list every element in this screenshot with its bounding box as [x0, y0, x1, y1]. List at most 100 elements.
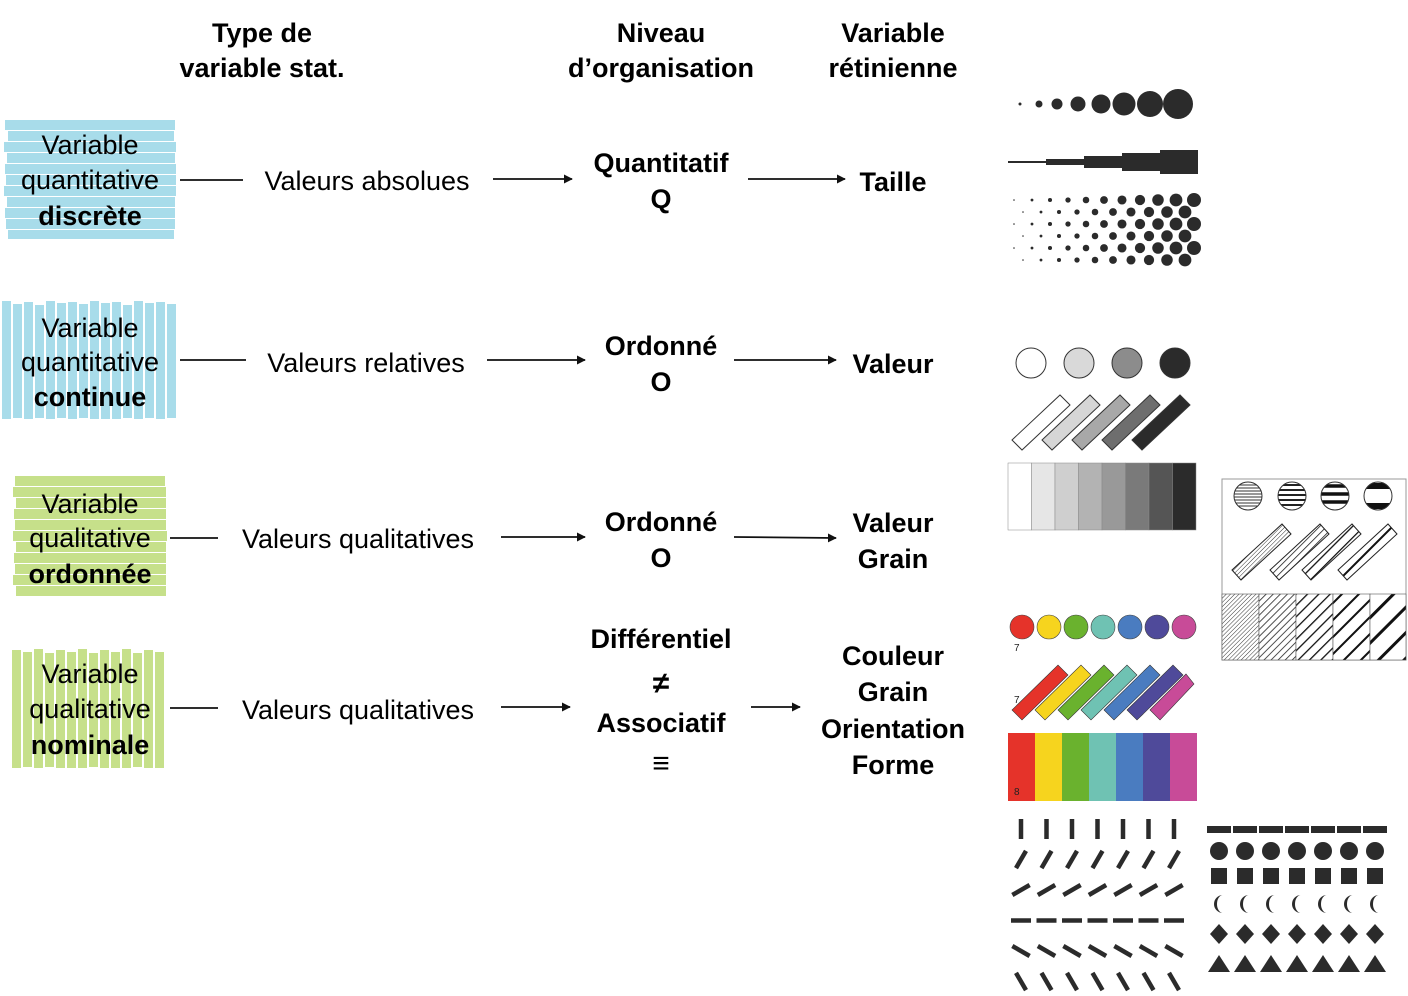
size-grid-dot: [1047, 197, 1053, 203]
row-ordonnee: Variable qualitative ordonnée Valeurs qu…: [28, 489, 934, 589]
size-grid-dot: [1065, 221, 1071, 227]
size-grid-dot: [1161, 206, 1173, 218]
size-grid-dot: [1013, 223, 1015, 225]
size-grid-dot: [1117, 243, 1127, 253]
size-lines-icon: [1008, 150, 1198, 174]
size-grid-dot: [1143, 230, 1155, 242]
highlight-discrete: [4, 120, 176, 239]
shape-crescent: [1266, 895, 1275, 913]
type-line2: quantitative: [21, 347, 159, 377]
size-grid-dot: [1013, 247, 1015, 249]
header-retinienne-line2: rétinienne: [828, 53, 957, 83]
shape-square: [1315, 868, 1331, 884]
shape-circle: [1366, 842, 1384, 860]
color-bars-icon: 7: [1011, 664, 1195, 721]
size-grid-dot: [1039, 210, 1043, 214]
size-grid-dot: [1169, 217, 1183, 231]
header-niveau-line2: d’organisation: [568, 53, 754, 83]
size-grid-dot: [1100, 244, 1108, 252]
orientation-mark: [1167, 849, 1181, 870]
orientation-mark: [1116, 849, 1130, 870]
shape-bar: [1311, 826, 1335, 833]
size-grid-dot: [1126, 255, 1136, 265]
color-bars-count: 7: [1014, 695, 1020, 706]
grain-bars-icon: [1231, 523, 1398, 581]
size-grid-dot: [1152, 218, 1164, 230]
size-grid-dot: [1030, 198, 1034, 202]
shape-crescent: [1292, 895, 1301, 913]
header-type: Type de variable stat.: [179, 18, 344, 83]
size-grid-dot: [1022, 259, 1024, 261]
retinienne-label: Taille: [859, 167, 926, 197]
niveau-line2: O: [650, 367, 671, 397]
orientation-icon: [1011, 819, 1184, 992]
shape-crescent: [1344, 895, 1353, 913]
niveau-line1: Quantitatif: [594, 148, 730, 178]
valeurs-label: Valeurs absolues: [264, 166, 469, 196]
size-grid-dot: [1056, 233, 1062, 239]
niveau-line3: Associatif: [596, 708, 726, 738]
row-continue: Variable quantitative continue Valeurs r…: [21, 313, 934, 412]
valeurs-label: Valeurs qualitatives: [242, 524, 474, 554]
grain-panel: [1221, 478, 1407, 661]
size-grid-dot: [1143, 254, 1155, 266]
shape-circle: [1210, 842, 1228, 860]
size-grid-dot: [1161, 254, 1173, 266]
header-type-line2: variable stat.: [179, 53, 344, 83]
size-grid-dot: [1152, 242, 1164, 254]
header-niveau: Niveau d’organisation: [568, 18, 754, 83]
grain-scale-icon: [1221, 593, 1407, 661]
type-line1: Variable: [41, 659, 138, 689]
highlight-continue: [2, 301, 176, 419]
retinienne-line2: Grain: [858, 677, 929, 707]
shape-icon: [1207, 826, 1387, 972]
size-grid-dot: [1074, 209, 1080, 215]
orientation-mark: [1065, 971, 1079, 992]
shape-diamond: [1314, 924, 1332, 944]
size-grid-dot: [1126, 207, 1136, 217]
size-grid-dot: [1082, 244, 1090, 252]
shape-bar: [1363, 826, 1387, 833]
orientation-mark: [1087, 883, 1108, 897]
size-grid-dot: [1082, 196, 1090, 204]
size-grid-dot: [1109, 232, 1117, 240]
color-circles-count: 7: [1014, 643, 1020, 654]
size-grid-dot: [1117, 219, 1127, 229]
orientation-mark: [1138, 944, 1159, 958]
shape-diamond: [1366, 924, 1384, 944]
color-scale-icon: 8: [1008, 733, 1197, 801]
niveau-line1: Ordonné: [605, 331, 718, 361]
shape-diamond: [1262, 924, 1280, 944]
size-grid-dot: [1091, 208, 1099, 216]
orientation-mark: [1065, 849, 1079, 870]
size-grid-dot: [1091, 256, 1099, 264]
size-grid-dot: [1109, 256, 1117, 264]
orientation-mark: [1087, 944, 1108, 958]
size-grid-dot: [1091, 232, 1099, 240]
shape-triangle: [1234, 955, 1256, 972]
header-retinienne-line1: Variable: [841, 18, 945, 48]
shape-triangle: [1260, 955, 1282, 972]
size-grid-dot: [1126, 231, 1136, 241]
valeurs-label: Valeurs qualitatives: [242, 695, 474, 725]
arrow: [733, 533, 837, 543]
size-grid-dot: [1047, 221, 1053, 227]
type-line1: Variable: [41, 313, 138, 343]
size-grid-icon: [1013, 193, 1201, 267]
shape-diamond: [1210, 924, 1228, 944]
orientation-mark: [1116, 971, 1130, 992]
size-grid-dot: [1134, 194, 1146, 206]
size-grid-dot: [1056, 257, 1062, 263]
orientation-mark: [1167, 971, 1181, 992]
orientation-mark: [1014, 971, 1028, 992]
orientation-mark: [1141, 849, 1156, 870]
orientation-mark: [1113, 883, 1133, 897]
orientation-mark: [1113, 944, 1133, 958]
size-grid-dot: [1065, 245, 1071, 251]
orientation-mark: [1039, 849, 1054, 870]
value-scale-icon: [1007, 462, 1197, 531]
shape-bar: [1337, 826, 1361, 833]
type-line1: Variable: [41, 130, 138, 160]
header-niveau-line1: Niveau: [617, 18, 706, 48]
shape-diamond: [1288, 924, 1306, 944]
